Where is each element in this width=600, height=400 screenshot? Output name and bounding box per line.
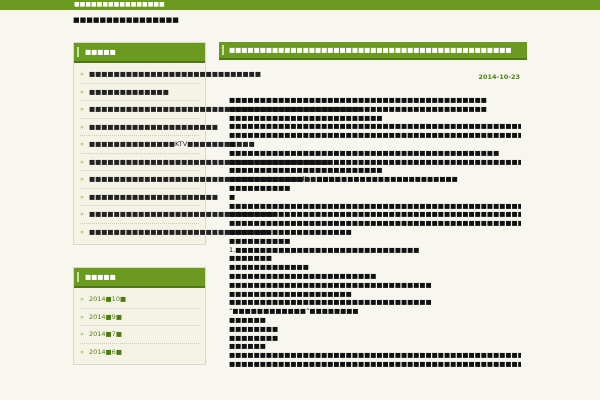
recent-post-link[interactable]: ■■■■■■■■■■■■■ bbox=[89, 87, 169, 96]
post-header: ■■■■■■■■■■■■■■■■■■■■■■■■■■■■■■■■■■■■■■■■… bbox=[219, 42, 527, 60]
archives-widget: ■■■■■ » 2014■10■ » 2014■9■ » 2014■7■ » 2014■… bbox=[73, 267, 206, 365]
post-paragraph: ■■■■■■■■■■■■■ bbox=[229, 263, 309, 272]
post-paragraph-with-link[interactable]: ■■■■■■■■■■■■line ■■■■■■■■■■■■■■■■■■■■■■■ bbox=[229, 175, 458, 184]
recent-posts-list: » ■■■■■■■■■■■■■■■■■■■■■■■■■■■■ » ■■■■■■■■■… bbox=[74, 63, 359, 244]
recent-post-item[interactable]: » ■■■■■■■■■■■■■■■■■■■■■■■■■■■■■■■■■■■■■■■… bbox=[80, 171, 341, 189]
recent-post-item[interactable]: » ■■■■■■■■■■■■■■■■■■■■■ bbox=[80, 119, 218, 136]
recent-post-item[interactable]: » ■■■■■■■■■■■■■■KTV■■■■■■■■■■■ bbox=[80, 136, 255, 154]
post-date: 2014-10-23 bbox=[478, 73, 520, 81]
header-accent bbox=[77, 272, 79, 282]
recent-post-link[interactable]: ■■■■■■■■■■■■■■■■■■■■■■■■■■■■■■■■■■■■■■■■… bbox=[89, 105, 360, 113]
archive-link[interactable]: 2014■6■ bbox=[89, 347, 122, 356]
archive-item[interactable]: » 2014■9■ bbox=[80, 309, 199, 326]
post-paragraph: ■ bbox=[229, 192, 236, 201]
post-paragraph: ■■■■■■ bbox=[229, 315, 266, 324]
archive-item[interactable]: » 2014■6■ bbox=[80, 344, 199, 361]
recent-post-item[interactable]: » ■■■■■■■■■■■■■■■■■■■■■ bbox=[80, 189, 218, 206]
post-paragraph: ■■■■■■■■■■■■■■■■■■■■■■■■■■■■■■■■■■■■■■■■… bbox=[229, 201, 521, 210]
post-paragraph: ■■■■■■■■■■■■■■■■■■■■■■■■■ bbox=[229, 113, 383, 122]
site-tagline: ■■■■■■■■■■■■■■■■ bbox=[74, 1, 165, 8]
chevron-right-icon: » bbox=[80, 192, 84, 201]
post-paragraph: ■■■■■■■■■■■■■■■■■■■■■■■■■■■■■■■■■■■■■■■■… bbox=[229, 122, 521, 131]
recent-posts-widget: ■■■■■ » ■■■■■■■■■■■■■■■■■■■■■■■■■■■■ » ■■■… bbox=[73, 42, 359, 245]
recent-post-link[interactable]: ■■■■■■■■■■■■■■■■■■■■■■■■■■■■■ bbox=[89, 227, 268, 236]
recent-post-item[interactable]: » ■■■■■■■■■■■■■■■■■■■■■■■■■■■■■ bbox=[80, 224, 267, 241]
chevron-right-icon: » bbox=[80, 227, 84, 236]
recent-posts-title: ■■■■■ bbox=[85, 48, 116, 56]
recent-post-item[interactable]: » ■■■■■■■■■■■■■■■■■■■■■■■■■■■■■■■■■■■■■■■… bbox=[80, 101, 359, 119]
chevron-right-icon: » bbox=[80, 87, 84, 96]
post-paragraph: 1.■■■■■■■■■■■■■■■■■■■■■■■■■■■■■■ bbox=[229, 245, 420, 254]
top-bar: ■■■■■■■■■■■■■■■■ bbox=[0, 0, 600, 10]
post-paragraph: ■■■■■■■■■■■■■■■■■■■■■■■■■■■■■■■■■■■■■■■■… bbox=[229, 96, 487, 104]
site-title[interactable]: ■■■■■■■■■■■■■■■■ bbox=[73, 16, 179, 24]
post-paragraph: ■■■■■■■■ bbox=[229, 333, 279, 342]
chevron-right-icon: » bbox=[80, 122, 84, 131]
post-paragraph: ■■■■■■■■■■■■■■■■■■■■■■■■■■■■■■■■■■■■■■■■… bbox=[229, 104, 487, 113]
chevron-right-icon: » bbox=[80, 175, 84, 183]
recent-post-link[interactable]: ■■■■■■■■■■■■■■■■■■■■■■■■■■■■■■ bbox=[89, 210, 274, 218]
archive-link[interactable]: 2014■10■ bbox=[89, 295, 127, 303]
post-paragraph: ■■■■■■■■■■■■■■■■■■■■■■■■ bbox=[229, 271, 377, 280]
recent-post-item[interactable]: » ■■■■■■■■■■■■■ bbox=[80, 84, 199, 101]
post-body: ■■■■■■■■■■■■■■■■■■■■■■■■■■■■■■■■■■■■■■■■… bbox=[229, 96, 521, 400]
chevron-right-icon: » bbox=[80, 105, 84, 113]
recent-post-link[interactable]: ■■■■■■■■■■■■■■KTV■■■■■■■■■■■ bbox=[89, 140, 255, 148]
post-paragraph: ■■■■■■■■■■■■■■■■■■■■ bbox=[229, 227, 352, 236]
chevron-right-icon: » bbox=[80, 295, 84, 303]
post-paragraph: ■■■■■■■■■■■■■■■■■■■■■■■■■■■■■■■■■ bbox=[229, 280, 432, 289]
chevron-right-icon: » bbox=[80, 312, 84, 321]
post-paragraph: ■■■■■■■ bbox=[229, 254, 272, 263]
recent-post-item[interactable]: » ■■■■■■■■■■■■■■■■■■■■■■■■■■■■■■ bbox=[80, 206, 273, 224]
chevron-right-icon: » bbox=[80, 70, 84, 78]
chevron-right-icon: » bbox=[80, 210, 84, 218]
archive-link[interactable]: 2014■7■ bbox=[89, 330, 122, 338]
archive-item[interactable]: » 2014■7■ bbox=[80, 326, 199, 344]
chevron-right-icon: » bbox=[80, 347, 84, 356]
recent-post-link[interactable]: ■■■■■■■■■■■■■■■■■■■■■■■■■■■■ bbox=[89, 70, 261, 78]
post-paragraph: ■■■■■■■■■■■■■■■■■■■■■■■■■■■■■■■■■■■■■■■■… bbox=[229, 148, 500, 157]
post-paragraph: ■■■■■■■■■■■■■■■■■■■■■■■■■ bbox=[229, 166, 383, 175]
archives-list: » 2014■10■ » 2014■9■ » 2014■7■ » 2014■6■ bbox=[74, 288, 205, 364]
recent-post-link[interactable]: ■■■■■■■■■■■■■■■■■■■■■■■■■■■■■■■■■■■■■■■ bbox=[89, 157, 329, 166]
post-paragraph: ■■■■■■■■■■■■■■■■■■■■■■■■■■■■■■■■■■■■■■■■… bbox=[229, 210, 521, 219]
post-paragraph: ■■■■■■■■■■■■■■■■■■■■■■■■■■■■■■■■■■■■■■■■… bbox=[229, 359, 521, 368]
recent-posts-header: ■■■■■ bbox=[74, 43, 205, 63]
chevron-right-icon: » bbox=[80, 157, 84, 166]
archives-header: ■■■■■ bbox=[74, 268, 205, 288]
archive-item[interactable]: » 2014■10■ bbox=[80, 291, 199, 309]
post-paragraph: “■■■■■■■■■■■■”■■■■■■■■ bbox=[229, 307, 359, 316]
post-paragraph: ■■■■■■■■■■■■■■■■■■■■■■■■■■■■■■■■■■■■■■■■… bbox=[229, 131, 521, 140]
chevron-right-icon: » bbox=[80, 330, 84, 338]
archives-title: ■■■■■ bbox=[85, 273, 116, 281]
post-paragraph: ■■■■■■■■■■ bbox=[229, 236, 291, 245]
recent-post-link[interactable]: ■■■■■■■■■■■■■■■■■■■■■ bbox=[89, 122, 218, 131]
post-paragraph: ■■■■■■■■■■■■■■■■■■■■■■■■■■■■■■■■■■■■■■■■… bbox=[229, 219, 521, 228]
post-title[interactable]: ■■■■■■■■■■■■■■■■■■■■■■■■■■■■■■■■■■■■■■■■… bbox=[229, 46, 512, 54]
post-paragraph: ■■■■■■■■■■■■■■■■■■■■■■■■■■■■■■■■■■■■■■■■… bbox=[229, 157, 521, 166]
chevron-right-icon: » bbox=[80, 140, 84, 148]
header-accent bbox=[222, 45, 224, 55]
post-paragraph: ■■■■■■■■■■■■■■■■■■■■■■■■■■■■■■■■■ bbox=[229, 298, 432, 307]
recent-post-link[interactable]: ■■■■■■■■■■■■■■■■■■■■■ bbox=[89, 192, 218, 201]
archive-link[interactable]: 2014■9■ bbox=[89, 312, 122, 321]
post-paragraph: ■■■■■■■■ bbox=[229, 324, 279, 333]
post-paragraph: ■■■■■■■■■■ bbox=[229, 183, 291, 192]
recent-post-link[interactable]: ■■■■■■■■■■■■■■■■■■■■■■■■■■■■■■■■■■■■■■■■… bbox=[89, 175, 341, 183]
post-paragraph: ■■■■■■■■■■■■■■■■■■■■ bbox=[229, 289, 352, 298]
recent-post-item[interactable]: » ■■■■■■■■■■■■■■■■■■■■■■■■■■■■ bbox=[80, 66, 261, 84]
post-paragraph: ■■■■■■ bbox=[229, 342, 266, 351]
header-accent bbox=[77, 47, 79, 57]
recent-post-item[interactable]: » ■■■■■■■■■■■■■■■■■■■■■■■■■■■■■■■■■■■■■■■ bbox=[80, 154, 329, 171]
post-paragraph: ■■■■■■■■■■■■■■■■■■■■■■■■■■■■■■■■■■■■■■■■… bbox=[229, 351, 521, 360]
post-paragraph: ■ bbox=[229, 139, 236, 148]
